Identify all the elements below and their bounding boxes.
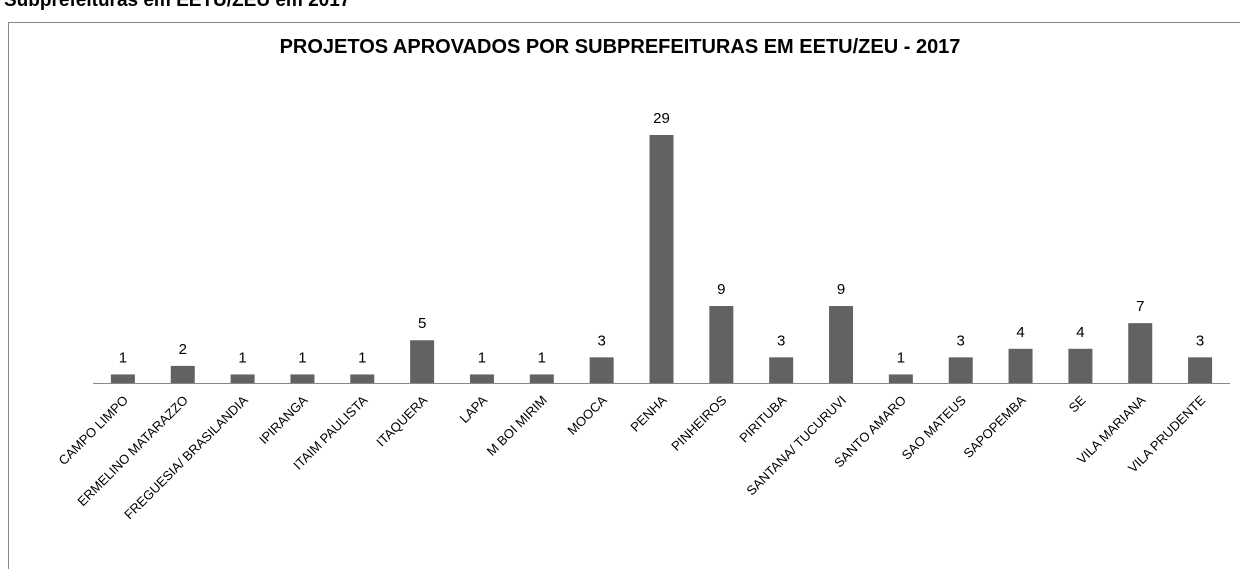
value-label: 1 xyxy=(478,349,486,366)
bar xyxy=(110,374,135,383)
x-tick-label: SAO MATEUS xyxy=(899,392,969,462)
bar xyxy=(529,374,554,383)
value-label: 2 xyxy=(179,341,187,358)
x-tick-label: SE xyxy=(1066,392,1089,415)
bar xyxy=(888,374,913,383)
x-tick-label: SANTANA/ TUCURUVI xyxy=(743,393,849,499)
x-tick-label: PIRITUBA xyxy=(736,392,789,445)
value-label: 4 xyxy=(1076,324,1084,341)
bar xyxy=(1128,323,1153,383)
bar xyxy=(1188,357,1213,383)
value-label: 5 xyxy=(418,315,426,332)
value-label: 1 xyxy=(897,349,905,366)
page-heading: Subprefeituras em EETU/ZEU em 2017 xyxy=(4,0,350,11)
value-label: 3 xyxy=(777,332,785,349)
value-label: 1 xyxy=(358,349,366,366)
bar xyxy=(769,357,794,383)
value-label: 1 xyxy=(298,349,306,366)
x-tick-label: FREGUESIA/ BRASILANDIA xyxy=(121,392,251,522)
value-label: 7 xyxy=(1136,298,1144,315)
x-tick-label: PINHEIROS xyxy=(668,392,729,453)
bar xyxy=(1068,348,1093,383)
x-tick-label: LAPA xyxy=(457,392,491,426)
bar xyxy=(709,306,734,383)
bar xyxy=(350,374,375,383)
bar xyxy=(170,365,195,383)
x-tick-label: IPIRANGA xyxy=(256,392,311,447)
value-label: 29 xyxy=(653,110,670,127)
value-label: 1 xyxy=(238,349,246,366)
value-label: 1 xyxy=(119,349,127,366)
bar xyxy=(469,374,494,383)
bar xyxy=(1008,348,1033,383)
bar xyxy=(829,306,854,383)
chart-border xyxy=(8,22,1240,569)
value-label: 4 xyxy=(1016,324,1024,341)
value-label: 3 xyxy=(597,332,605,349)
bar xyxy=(948,357,973,383)
value-label: 1 xyxy=(538,349,546,366)
bar xyxy=(230,374,255,383)
x-tick-label: MOOCA xyxy=(564,392,610,438)
bar xyxy=(410,340,435,383)
x-tick-label: M BOI MIRIM xyxy=(484,393,550,459)
value-label: 3 xyxy=(1196,332,1204,349)
x-tick-label: SAPOPEMBA xyxy=(960,392,1029,461)
x-tick-label: ITAQUERA xyxy=(373,392,430,449)
bar xyxy=(589,357,614,383)
value-label: 9 xyxy=(717,281,725,298)
x-tick-label: ERMELINO MATARAZZO xyxy=(74,393,190,509)
bar xyxy=(649,135,674,383)
value-label: 9 xyxy=(837,281,845,298)
x-tick-label: PENHA xyxy=(627,392,670,435)
value-label: 3 xyxy=(957,332,965,349)
bar xyxy=(290,374,315,383)
chart-title: PROJETOS APROVADOS POR SUBPREFEITURAS EM… xyxy=(280,36,961,58)
